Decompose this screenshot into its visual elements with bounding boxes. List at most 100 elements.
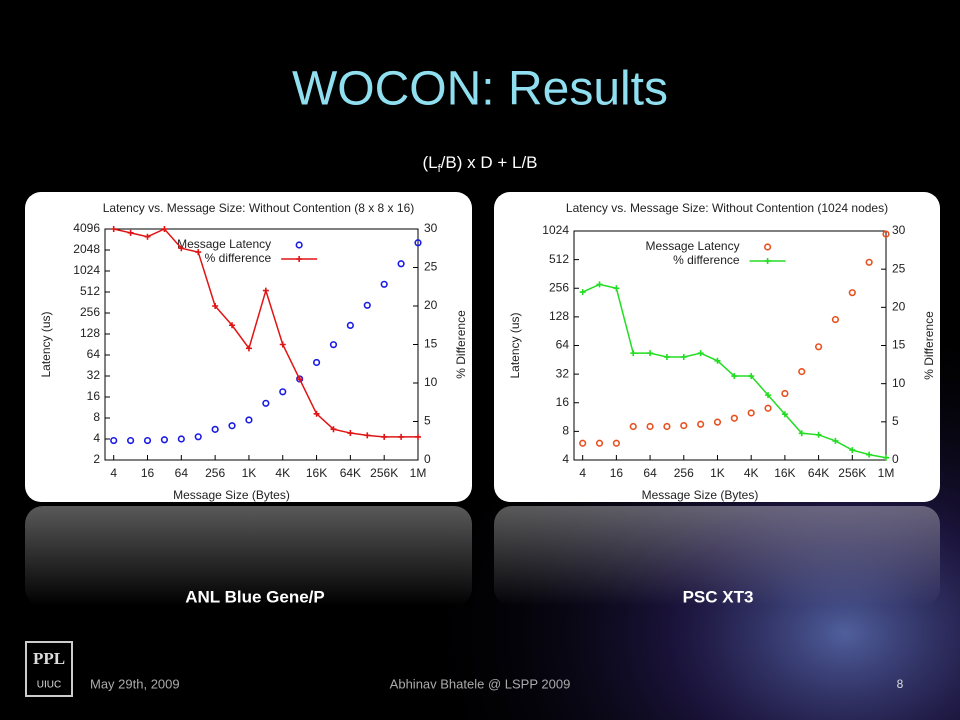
- caption: ANL Blue Gene/P: [185, 587, 325, 606]
- x-tick-label: 16: [610, 466, 624, 480]
- formula-suffix: /B) x D + L/B: [441, 153, 538, 172]
- x-tick-label: 16: [141, 466, 155, 480]
- data-point: [630, 350, 637, 357]
- data-point: [262, 399, 270, 407]
- data-point: [713, 418, 722, 426]
- data-point: [781, 411, 788, 418]
- x-axis-label: Message Size (Bytes): [642, 488, 759, 502]
- y-tick-label: 128: [80, 326, 100, 340]
- y-tick-label: 32: [87, 368, 101, 382]
- data-point: [313, 410, 320, 417]
- data-point: [647, 350, 654, 357]
- legend-label: Message Latency: [646, 239, 740, 253]
- reflection: [25, 506, 472, 606]
- data-point: [212, 303, 219, 309]
- data-point: [144, 233, 151, 240]
- data-point: [883, 454, 889, 461]
- data-point: [127, 436, 135, 445]
- y2-tick-label: 5: [424, 414, 431, 428]
- data-point: [110, 436, 118, 445]
- slide-title: WOCON: Results: [292, 63, 668, 116]
- x-tick-label: 1K: [242, 466, 257, 480]
- data-point: [296, 376, 303, 383]
- chart-panel: [494, 192, 940, 502]
- y-tick-label: 2048: [73, 242, 100, 256]
- data-point: [629, 422, 637, 431]
- data-point: [865, 258, 873, 266]
- y2-axis-label: % Difference: [922, 311, 936, 380]
- x-tick-label: 1M: [878, 466, 895, 480]
- data-point: [747, 409, 755, 417]
- data-point: [663, 353, 670, 360]
- y2-tick-label: 15: [892, 338, 906, 352]
- data-point: [680, 422, 688, 430]
- footer-author: Abhinav Bhatele @ LSPP 2009: [390, 676, 571, 691]
- data-point: [612, 439, 620, 447]
- data-point: [848, 289, 856, 297]
- logo-text: UIUC: [37, 680, 61, 691]
- data-point: [798, 368, 806, 376]
- x-tick-label: 4: [579, 466, 586, 480]
- data-point: [781, 389, 789, 398]
- y-tick-label: 4: [93, 431, 100, 445]
- logo-frame: [25, 641, 73, 697]
- data-point: [211, 425, 219, 433]
- legend-marker: [764, 258, 771, 264]
- data-point: [329, 341, 338, 349]
- x-tick-label: 64: [643, 466, 657, 480]
- y2-tick-label: 10: [424, 375, 438, 389]
- y-axis-label: Latency (us): [508, 312, 522, 378]
- y-tick-label: 2: [93, 452, 100, 466]
- y2-tick-label: 30: [892, 223, 906, 237]
- data-point: [194, 433, 202, 441]
- data-point: [798, 430, 805, 437]
- data-point: [697, 350, 704, 357]
- data-point: [229, 322, 236, 329]
- x-tick-label: 16K: [306, 466, 327, 480]
- x-tick-label: 64K: [340, 466, 361, 480]
- data-point: [364, 432, 371, 439]
- data-point: [579, 289, 586, 296]
- data-point: [397, 260, 405, 268]
- y-tick-label: 512: [80, 284, 100, 298]
- data-point: [177, 435, 185, 443]
- data-point: [127, 229, 134, 236]
- y-tick-label: 64: [556, 338, 570, 352]
- x-tick-label: 256: [674, 466, 694, 480]
- legend-marker: [763, 243, 772, 251]
- data-point: [680, 353, 687, 360]
- y2-tick-label: 20: [892, 300, 906, 314]
- y-tick-label: 1024: [73, 263, 100, 277]
- data-point: [262, 287, 269, 294]
- y2-tick-label: 0: [892, 452, 899, 466]
- data-point: [245, 345, 252, 352]
- page-number: 8: [897, 677, 904, 691]
- legend-label: Message Latency: [177, 237, 271, 251]
- data-point: [731, 373, 738, 380]
- data-point: [381, 433, 388, 440]
- y-tick-label: 32: [556, 366, 570, 380]
- y-axis-label: Latency (us): [39, 311, 53, 377]
- y2-tick-label: 25: [892, 261, 906, 275]
- legend-label: % difference: [205, 251, 272, 265]
- x-tick-label: 4K: [275, 466, 290, 480]
- y2-tick-label: 5: [892, 414, 899, 428]
- y-tick-label: 64: [87, 347, 101, 361]
- x-tick-label: 256K: [370, 466, 398, 480]
- data-point: [110, 226, 117, 232]
- x-axis-label: Message Size (Bytes): [173, 488, 290, 502]
- data-point: [579, 439, 587, 447]
- data-point: [815, 431, 822, 438]
- y2-tick-label: 30: [424, 221, 438, 235]
- x-tick-label: 64K: [808, 466, 829, 480]
- data-point: [178, 245, 185, 252]
- data-point: [613, 285, 620, 292]
- data-point: [195, 249, 202, 256]
- data-point: [814, 343, 823, 351]
- data-point: [866, 451, 873, 458]
- data-point: [765, 392, 772, 399]
- data-point: [160, 436, 169, 444]
- y2-tick-label: 0: [424, 452, 431, 466]
- data-point: [245, 416, 253, 424]
- y-tick-label: 16: [87, 389, 101, 403]
